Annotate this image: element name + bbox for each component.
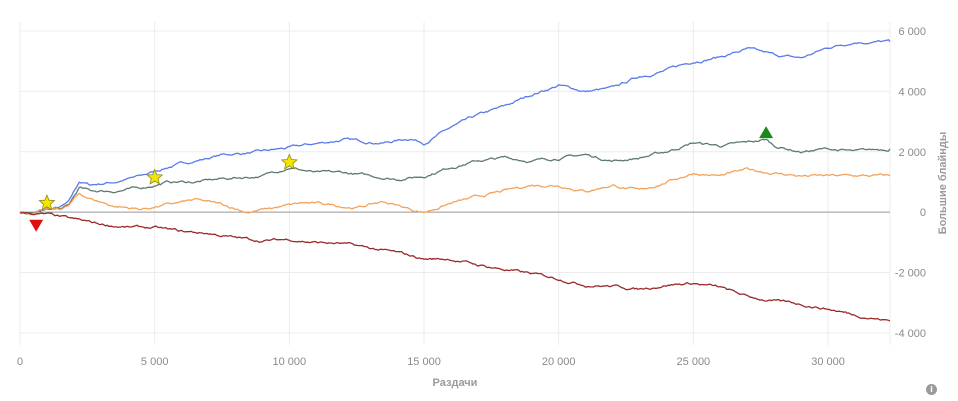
x-tick-label: 20 000 (542, 356, 576, 368)
x-tick-label: 15 000 (407, 356, 441, 368)
triangle-up-marker (759, 126, 774, 139)
x-tick-label: 10 000 (273, 356, 307, 368)
triangle-down-marker (29, 219, 44, 232)
y-tick-label: -2 000 (895, 268, 926, 280)
y-tick-label: 6 000 (898, 26, 926, 38)
star-marker (146, 168, 164, 185)
y-tick-label: -4 000 (895, 328, 926, 340)
x-tick-label: 25 000 (677, 356, 711, 368)
y-tick-label: 0 (920, 207, 926, 219)
series-lines (19, 39, 891, 322)
y-axis-ticks: -4 000 -2 000 0 2 000 4 000 6 000 (895, 26, 926, 340)
star-marker (38, 194, 56, 211)
series-line-0 (19, 39, 891, 215)
y-axis-title: Большие блайнды (937, 132, 949, 235)
series-line-3 (19, 211, 891, 322)
markers (29, 126, 774, 232)
y-tick-label: 2 000 (898, 147, 926, 159)
x-tick-label: 30 000 (811, 356, 845, 368)
series-line-2 (19, 167, 891, 216)
info-icon[interactable]: i (926, 384, 937, 395)
x-tick-label: 0 (17, 356, 23, 368)
y-tick-label: 4 000 (898, 86, 926, 98)
x-tick-label: 5 000 (141, 356, 169, 368)
star-marker (280, 153, 298, 170)
x-axis-ticks: 0 5 000 10 000 15 000 20 000 25 000 30 000 (17, 356, 845, 368)
x-axis-title: Раздачи (433, 377, 478, 389)
series-line-1 (19, 138, 891, 215)
